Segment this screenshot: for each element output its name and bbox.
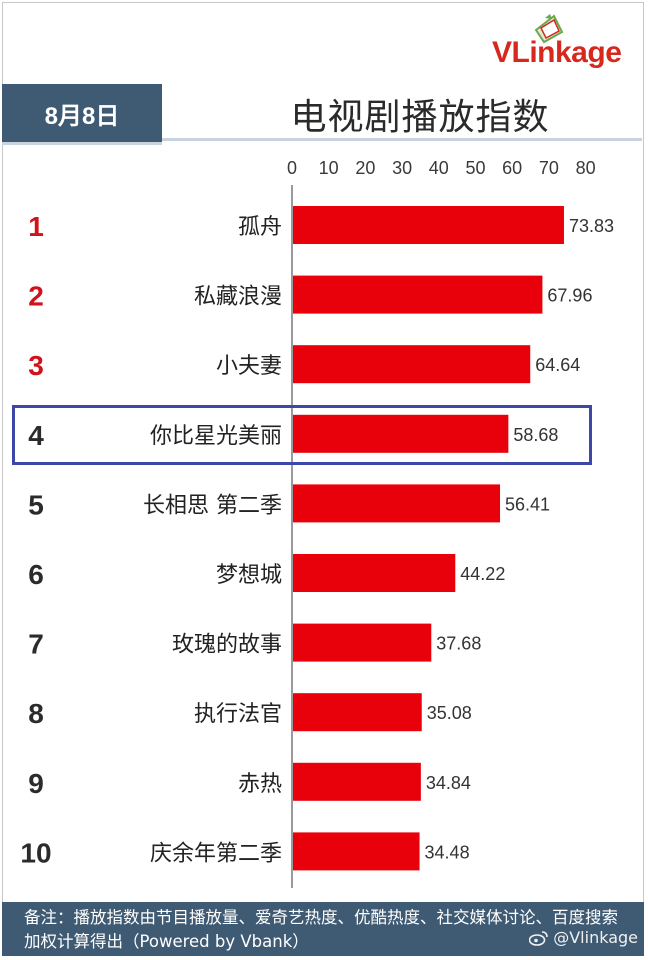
category-label-3: 小夫妻 [216, 354, 282, 379]
date-badge: 8月8日 [2, 84, 162, 145]
rank-label-2: 2 [28, 281, 44, 312]
bar-5 [293, 484, 501, 523]
x-tick-label-1: 10 [319, 158, 339, 178]
category-label-8: 执行法官 [194, 702, 282, 727]
category-label-10: 庆余年第二季 [150, 841, 282, 866]
title-underline [162, 138, 642, 141]
value-label-6: 44.22 [460, 564, 505, 584]
bar-1 [293, 206, 564, 244]
rank-label-9: 9 [28, 768, 44, 799]
rank-label-8: 8 [28, 698, 44, 729]
bar-3 [293, 345, 531, 384]
category-label-7: 玫瑰的故事 [172, 633, 282, 658]
footer-bar: 备注：播放指数由节目播放量、爱奇艺热度、优酷热度、社交媒体讨论、百度搜索加权计算… [2, 902, 644, 956]
rank-label-10: 10 [20, 837, 51, 868]
weibo-icon [529, 931, 549, 946]
rank-label-7: 7 [28, 629, 44, 660]
value-label-9: 34.84 [426, 773, 471, 793]
category-label-1: 孤舟 [238, 215, 282, 240]
logo-text: VLinkage [492, 36, 622, 69]
bar-chart: 0 10 20 30 40 50 60 70 80 1 孤舟 73.83 2 私藏浪漫 67.96 3 小夫妻 6… [20, 158, 614, 888]
highlight-box [12, 405, 592, 465]
weibo-handle: @Vlinkage [529, 926, 638, 950]
value-label-5: 56.41 [505, 494, 550, 514]
chart-title: 电视剧播放指数 [290, 97, 550, 138]
bar-10 [293, 832, 420, 871]
x-tick-label-8: 80 [576, 158, 596, 178]
category-label-6: 梦想城 [216, 563, 282, 588]
x-tick-label-0: 0 [287, 158, 297, 178]
logo-mark-icon [534, 14, 564, 44]
x-tick-label-6: 60 [502, 158, 522, 178]
value-label-8: 35.08 [427, 703, 472, 723]
value-label-1: 73.83 [569, 216, 614, 236]
value-label-3: 64.64 [535, 355, 580, 375]
x-tick-label-4: 40 [429, 158, 449, 178]
x-tick-label-3: 30 [392, 158, 412, 178]
bar-9 [293, 762, 421, 801]
bar-2 [293, 275, 543, 314]
weibo-handle-text: @Vlinkage [553, 928, 638, 947]
value-label-2: 67.96 [547, 286, 592, 306]
bar-6 [293, 554, 456, 592]
rank-label-5: 5 [28, 489, 44, 520]
rank-label-6: 6 [28, 559, 44, 590]
category-label-2: 私藏浪漫 [194, 285, 282, 310]
rank-label-3: 3 [28, 350, 44, 381]
category-label-9: 赤热 [238, 772, 282, 797]
value-label-10: 34.48 [425, 842, 470, 862]
vlinkage-logo: VLinkage [492, 10, 642, 70]
bar-7 [293, 623, 432, 662]
value-label-7: 37.68 [436, 634, 481, 654]
category-label-4: 你比星光美丽 [150, 424, 282, 449]
bar-4 [293, 414, 509, 453]
x-tick-label-7: 70 [539, 158, 559, 178]
x-tick-label-2: 20 [355, 158, 375, 178]
bar-8 [293, 693, 422, 732]
footer-note: 备注：播放指数由节目播放量、爱奇艺热度、优酷热度、社交媒体讨论、百度搜索加权计算… [24, 908, 618, 951]
category-label-5: 长相思 第二季 [143, 493, 282, 518]
value-label-4: 58.68 [513, 425, 558, 445]
x-tick-label-5: 50 [465, 158, 485, 178]
rank-label-1: 1 [28, 211, 44, 242]
rank-label-4: 4 [28, 420, 44, 451]
